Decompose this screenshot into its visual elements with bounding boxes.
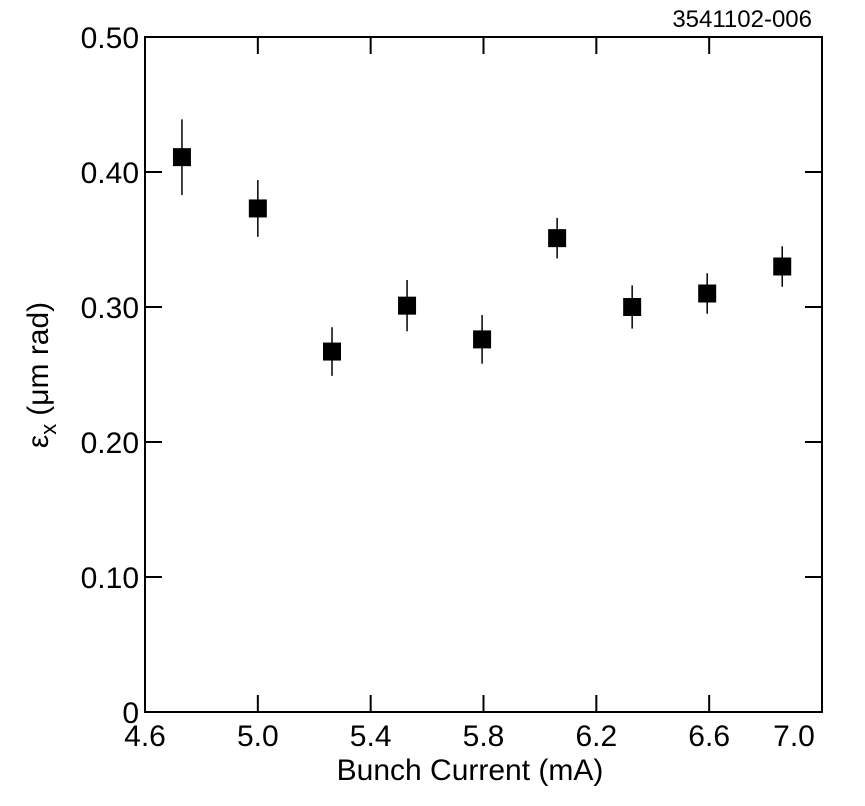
point (548, 229, 567, 248)
y-tick-label: 0.50 (81, 22, 139, 55)
x-tick-label: 7.0 (773, 720, 815, 753)
point (398, 296, 417, 315)
x-tick-label: 5.4 (350, 720, 392, 753)
y-tick-label: 0.40 (81, 157, 139, 190)
x-tick-label: 5.0 (237, 720, 279, 753)
point (773, 257, 792, 276)
x-tick-label: 5.8 (463, 720, 505, 753)
point (473, 330, 492, 349)
annotation: 3541102-006 (672, 6, 812, 33)
x-tick-label: 4.6 (124, 720, 166, 753)
point (623, 298, 642, 316)
y-axis-label: εx (μm rad) (22, 302, 61, 448)
point (172, 148, 191, 167)
x-tick-label: 6.6 (688, 720, 730, 753)
y-tick-label: 0.30 (81, 292, 139, 325)
x-axis-label: Bunch Current (mA) (337, 754, 604, 787)
y-label-symbol: ε (22, 435, 55, 448)
point (323, 342, 342, 361)
y-tick-label: 0.10 (81, 562, 139, 595)
plot-frame (144, 36, 823, 713)
y-tick-label: 0 (122, 697, 139, 730)
point (248, 199, 267, 218)
y-label-unit: (μm rad) (22, 302, 55, 416)
point (698, 284, 717, 303)
y-label-subscript: x (36, 424, 61, 435)
x-tick-label: 6.2 (575, 720, 617, 753)
y-tick-label: 0.20 (81, 427, 139, 460)
